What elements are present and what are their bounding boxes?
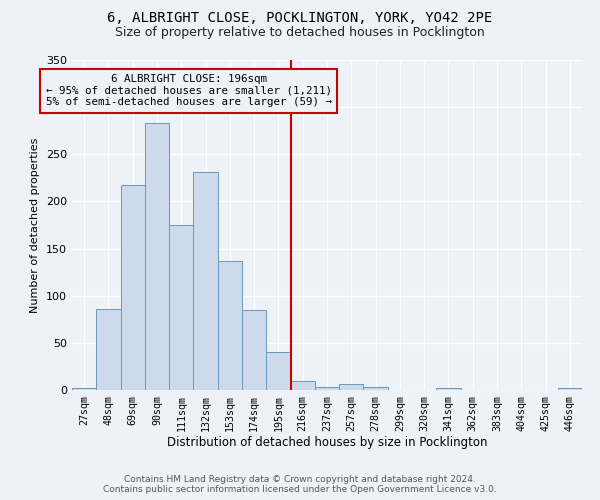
- Bar: [96, 309, 121, 390]
- Bar: [266, 352, 290, 390]
- Bar: [72, 388, 96, 390]
- Bar: [364, 387, 388, 390]
- Text: 6 ALBRIGHT CLOSE: 196sqm
← 95% of detached houses are smaller (1,211)
5% of semi: 6 ALBRIGHT CLOSE: 196sqm ← 95% of detach…: [46, 74, 332, 108]
- Bar: [242, 310, 266, 390]
- Bar: [558, 388, 582, 390]
- Text: Size of property relative to detached houses in Pocklington: Size of property relative to detached ho…: [115, 26, 485, 39]
- Text: Contains HM Land Registry data © Crown copyright and database right 2024.: Contains HM Land Registry data © Crown c…: [124, 475, 476, 484]
- Bar: [315, 387, 339, 390]
- Bar: [193, 172, 218, 390]
- Bar: [145, 123, 169, 390]
- Text: 6, ALBRIGHT CLOSE, POCKLINGTON, YORK, YO42 2PE: 6, ALBRIGHT CLOSE, POCKLINGTON, YORK, YO…: [107, 12, 493, 26]
- Bar: [121, 186, 145, 390]
- Bar: [290, 380, 315, 390]
- Text: Contains public sector information licensed under the Open Government Licence v3: Contains public sector information licen…: [103, 485, 497, 494]
- Bar: [339, 384, 364, 390]
- Y-axis label: Number of detached properties: Number of detached properties: [31, 138, 40, 312]
- X-axis label: Distribution of detached houses by size in Pocklington: Distribution of detached houses by size …: [167, 436, 487, 450]
- Bar: [169, 225, 193, 390]
- Bar: [218, 261, 242, 390]
- Bar: [436, 388, 461, 390]
